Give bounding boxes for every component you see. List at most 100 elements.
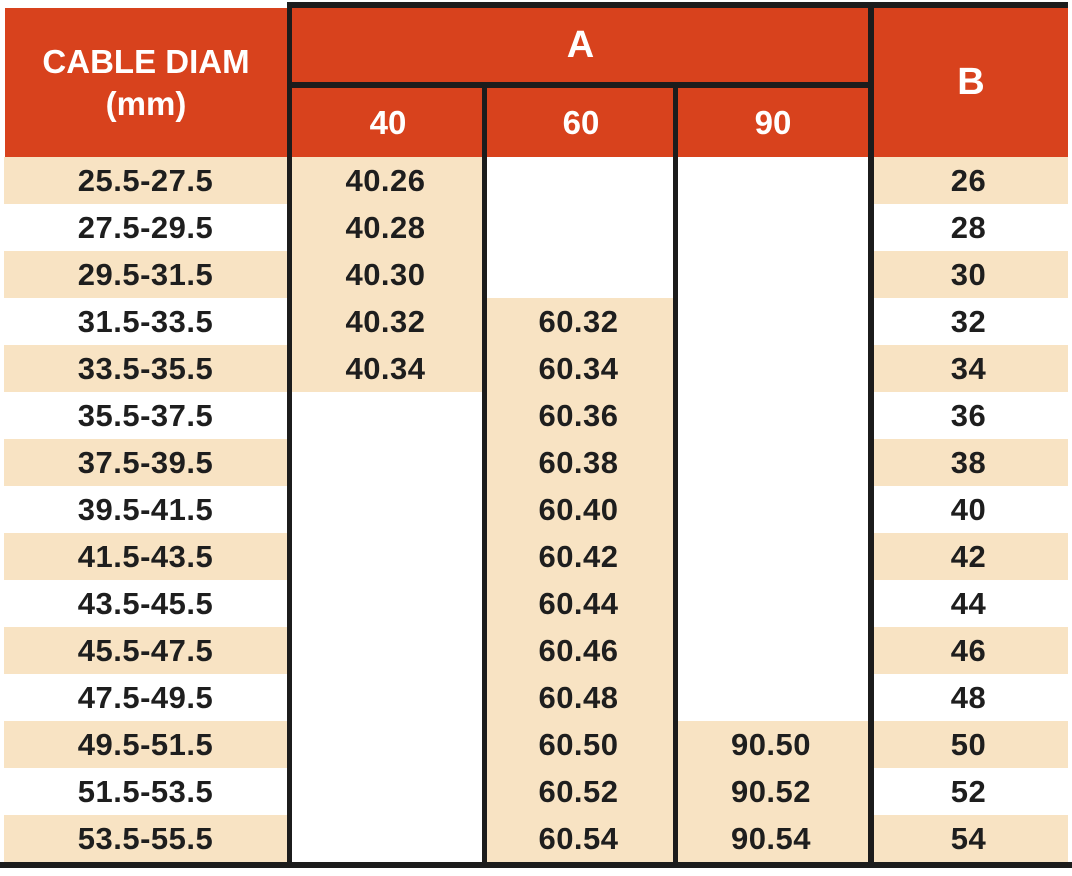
cell-a-40: 40.34 <box>287 345 484 392</box>
table-row: 27.5-29.5 40.28 28 <box>0 204 1072 251</box>
table-row: 31.5-33.5 40.32 60.32 32 <box>0 298 1072 345</box>
header-subcolumn-40: 40 <box>369 103 407 141</box>
cell-a-90 <box>673 580 869 627</box>
table-row: 37.5-39.5 60.38 38 <box>0 439 1072 486</box>
cell-cable-diam: 43.5-45.5 <box>4 580 287 627</box>
cell-cable-diam: 39.5-41.5 <box>4 486 287 533</box>
cell-a-60: 60.40 <box>484 486 673 533</box>
cell-a-90 <box>673 157 869 204</box>
divider-60-90 <box>673 84 678 868</box>
table-row: 39.5-41.5 60.40 40 <box>0 486 1072 533</box>
cell-b: 48 <box>869 674 1068 721</box>
cell-a-40 <box>287 439 484 486</box>
cell-b: 34 <box>869 345 1068 392</box>
cell-a-90: 90.54 <box>673 815 869 862</box>
cell-a-60: 60.34 <box>484 345 673 392</box>
cell-a-40: 40.26 <box>287 157 484 204</box>
cell-a-40: 40.28 <box>287 204 484 251</box>
header-group-a: A <box>287 8 874 82</box>
cell-a-90 <box>673 627 869 674</box>
cell-a-40 <box>287 815 484 862</box>
divider-90-b <box>868 2 874 868</box>
cell-a-90: 90.52 <box>673 768 869 815</box>
cell-a-60: 60.52 <box>484 768 673 815</box>
cell-a-60: 60.38 <box>484 439 673 486</box>
cell-a-90: 90.50 <box>673 721 869 768</box>
cell-a-60: 60.44 <box>484 580 673 627</box>
header-group-a-label: A <box>566 23 595 66</box>
cell-a-60: 60.50 <box>484 721 673 768</box>
cell-b: 44 <box>869 580 1068 627</box>
table-row: 45.5-47.5 60.46 46 <box>0 627 1072 674</box>
header-cable-diam-line1: CABLE DIAM <box>42 42 250 80</box>
cell-a-90 <box>673 439 869 486</box>
cell-cable-diam: 27.5-29.5 <box>4 204 287 251</box>
cell-b: 26 <box>869 157 1068 204</box>
cell-a-90 <box>673 533 869 580</box>
table-row: 47.5-49.5 60.48 48 <box>0 674 1072 721</box>
cell-b: 46 <box>869 627 1068 674</box>
table-row: 33.5-35.5 40.34 60.34 34 <box>0 345 1072 392</box>
cell-b: 52 <box>869 768 1068 815</box>
cell-a-60: 60.48 <box>484 674 673 721</box>
cell-b: 54 <box>869 815 1068 862</box>
table-row: 53.5-55.5 60.54 90.54 54 <box>0 815 1072 862</box>
cell-b: 30 <box>869 251 1068 298</box>
cell-a-90 <box>673 204 869 251</box>
cell-a-90 <box>673 486 869 533</box>
cell-b: 38 <box>869 439 1068 486</box>
cell-cable-diam: 49.5-51.5 <box>4 721 287 768</box>
cell-a-40: 40.32 <box>287 298 484 345</box>
cell-a-40 <box>287 580 484 627</box>
cell-cable-diam: 41.5-43.5 <box>4 533 287 580</box>
header-subcolumn-90: 90 <box>754 103 792 141</box>
top-border-line <box>287 2 1068 8</box>
table-row: 43.5-45.5 60.44 44 <box>0 580 1072 627</box>
cell-cable-diam: 35.5-37.5 <box>4 392 287 439</box>
cell-a-60 <box>484 204 673 251</box>
cell-a-90 <box>673 345 869 392</box>
cell-cable-diam: 29.5-31.5 <box>4 251 287 298</box>
table-body: 25.5-27.5 40.26 26 27.5-29.5 40.28 28 29.5-31.… <box>0 157 1072 862</box>
cell-a-60: 60.54 <box>484 815 673 862</box>
cell-a-60 <box>484 251 673 298</box>
cell-a-40 <box>287 768 484 815</box>
cell-cable-diam: 51.5-53.5 <box>4 768 287 815</box>
cell-cable-diam: 33.5-35.5 <box>4 345 287 392</box>
cell-a-60: 60.32 <box>484 298 673 345</box>
cell-a-40 <box>287 721 484 768</box>
cell-a-40 <box>287 392 484 439</box>
cell-a-40: 40.30 <box>287 251 484 298</box>
cell-a-90 <box>673 251 869 298</box>
cell-cable-diam: 37.5-39.5 <box>4 439 287 486</box>
header-a-subcolumns: 40 60 90 <box>287 88 874 157</box>
table-row: 41.5-43.5 60.42 42 <box>0 533 1072 580</box>
table-row: 25.5-27.5 40.26 26 <box>0 157 1072 204</box>
cell-cable-diam: 31.5-33.5 <box>4 298 287 345</box>
cell-a-60: 60.42 <box>484 533 673 580</box>
cell-b: 36 <box>869 392 1068 439</box>
header-b-label: B <box>957 61 985 103</box>
cell-a-40 <box>287 533 484 580</box>
cell-a-90 <box>673 392 869 439</box>
cell-b: 28 <box>869 204 1068 251</box>
divider-cablediam-a <box>287 2 292 868</box>
cell-a-90 <box>673 674 869 721</box>
bottom-border-line <box>0 862 1072 868</box>
header-b: B <box>874 8 1068 157</box>
cell-cable-diam: 53.5-55.5 <box>4 815 287 862</box>
cell-b: 42 <box>869 533 1068 580</box>
cell-cable-diam: 45.5-47.5 <box>4 627 287 674</box>
cell-cable-diam: 25.5-27.5 <box>4 157 287 204</box>
cell-a-90 <box>673 298 869 345</box>
cell-b: 32 <box>869 298 1068 345</box>
cell-a-60: 60.46 <box>484 627 673 674</box>
table-row: 49.5-51.5 60.50 90.50 50 <box>0 721 1072 768</box>
group-a-divider-line <box>287 82 874 88</box>
table-row: 29.5-31.5 40.30 30 <box>0 251 1072 298</box>
cell-a-40 <box>287 486 484 533</box>
cell-a-40 <box>287 627 484 674</box>
cell-cable-diam: 47.5-49.5 <box>4 674 287 721</box>
table-row: 35.5-37.5 60.36 36 <box>0 392 1072 439</box>
